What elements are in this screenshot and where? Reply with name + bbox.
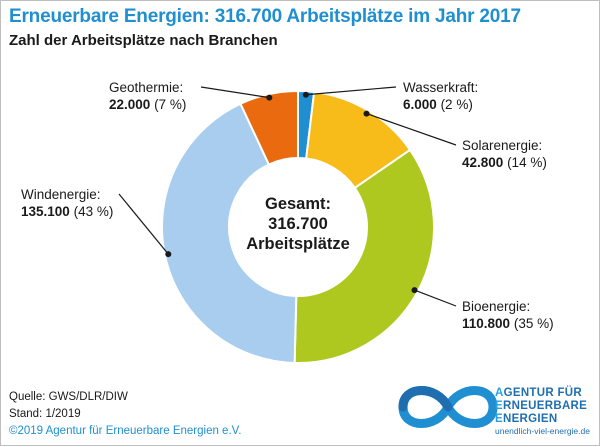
leader-line: [414, 289, 457, 307]
logo-line-2: RNEUERBARE: [502, 400, 588, 412]
label-geothermie-percent: (7 %): [154, 97, 187, 112]
label-windenergie-name: Windenergie:: [21, 187, 101, 202]
label-windenergie-value: 135.100: [21, 204, 70, 219]
leader-dot: [363, 110, 370, 117]
label-bioenergie-percent: (35 %): [513, 316, 554, 331]
copyright-note: ©2019 Agentur für Erneuerbare Energien e…: [9, 425, 242, 437]
label-wasserkraft-value: 6.000: [403, 97, 437, 112]
label-geothermie-name: Geothermie:: [109, 80, 184, 95]
label-solarenergie-name: Solarenergie:: [462, 138, 543, 153]
leader-line: [118, 193, 169, 255]
label-windenergie: Windenergie: 135.100 (43 %): [21, 186, 113, 220]
label-bioenergie-name: Bioenergie:: [462, 299, 531, 314]
source-note: Quelle: GWS/DLR/DIW: [9, 391, 128, 403]
logo-initial-3: E: [495, 413, 503, 425]
label-wasserkraft: Wasserkraft: 6.000 (2 %): [403, 79, 478, 113]
logo-line-3: NERGIEN: [502, 413, 558, 425]
leader-line: [200, 86, 270, 99]
label-bioenergie-value: 110.800: [462, 316, 511, 331]
donut-center-label: Gesamt: 316.700 Arbeitsplätze: [223, 194, 373, 254]
logo-line-1: GENTUR FÜR: [503, 387, 582, 399]
logo-initial-2: E: [495, 400, 503, 412]
leader-dot: [302, 91, 309, 98]
logo-initial-1: A: [495, 387, 504, 399]
center-line-2: 316.700: [268, 215, 328, 233]
label-solarenergie: Solarenergie: 42.800 (14 %): [462, 137, 547, 171]
label-bioenergie: Bioenergie: 110.800 (35 %): [462, 298, 554, 332]
label-solarenergie-percent: (14 %): [507, 155, 547, 170]
center-line-3: Arbeitsplätze: [246, 235, 350, 253]
chart-subtitle: Zahl der Arbeitsplätze nach Branchen: [9, 32, 278, 49]
center-line-1: Gesamt:: [264, 195, 332, 213]
leader-line: [305, 86, 397, 96]
label-geothermie: Geothermie: 22.000 (7 %): [109, 79, 186, 113]
logo-url: unendlich-viel-energie.de: [495, 426, 590, 436]
label-windenergie-percent: (43 %): [73, 204, 114, 219]
infinity-icon: [398, 386, 498, 428]
leader-dot: [266, 94, 273, 101]
label-solarenergie-value: 42.800: [462, 155, 504, 170]
donut-hole: [229, 158, 367, 296]
chart-title: Erneuerbare Energien: 316.700 Arbeitsplä…: [9, 6, 521, 27]
leader-dot: [411, 287, 418, 294]
label-geothermie-value: 22.000: [109, 97, 151, 112]
leader-line: [366, 113, 457, 146]
label-wasserkraft-name: Wasserkraft:: [403, 80, 479, 95]
leader-dot: [165, 251, 172, 258]
logo-wordmark: AGENTUR FÜR ERNEUERBARE ENERGIEN: [495, 387, 587, 426]
label-wasserkraft-percent: (2 %): [440, 97, 473, 112]
date-note: Stand: 1/2019: [9, 408, 81, 420]
